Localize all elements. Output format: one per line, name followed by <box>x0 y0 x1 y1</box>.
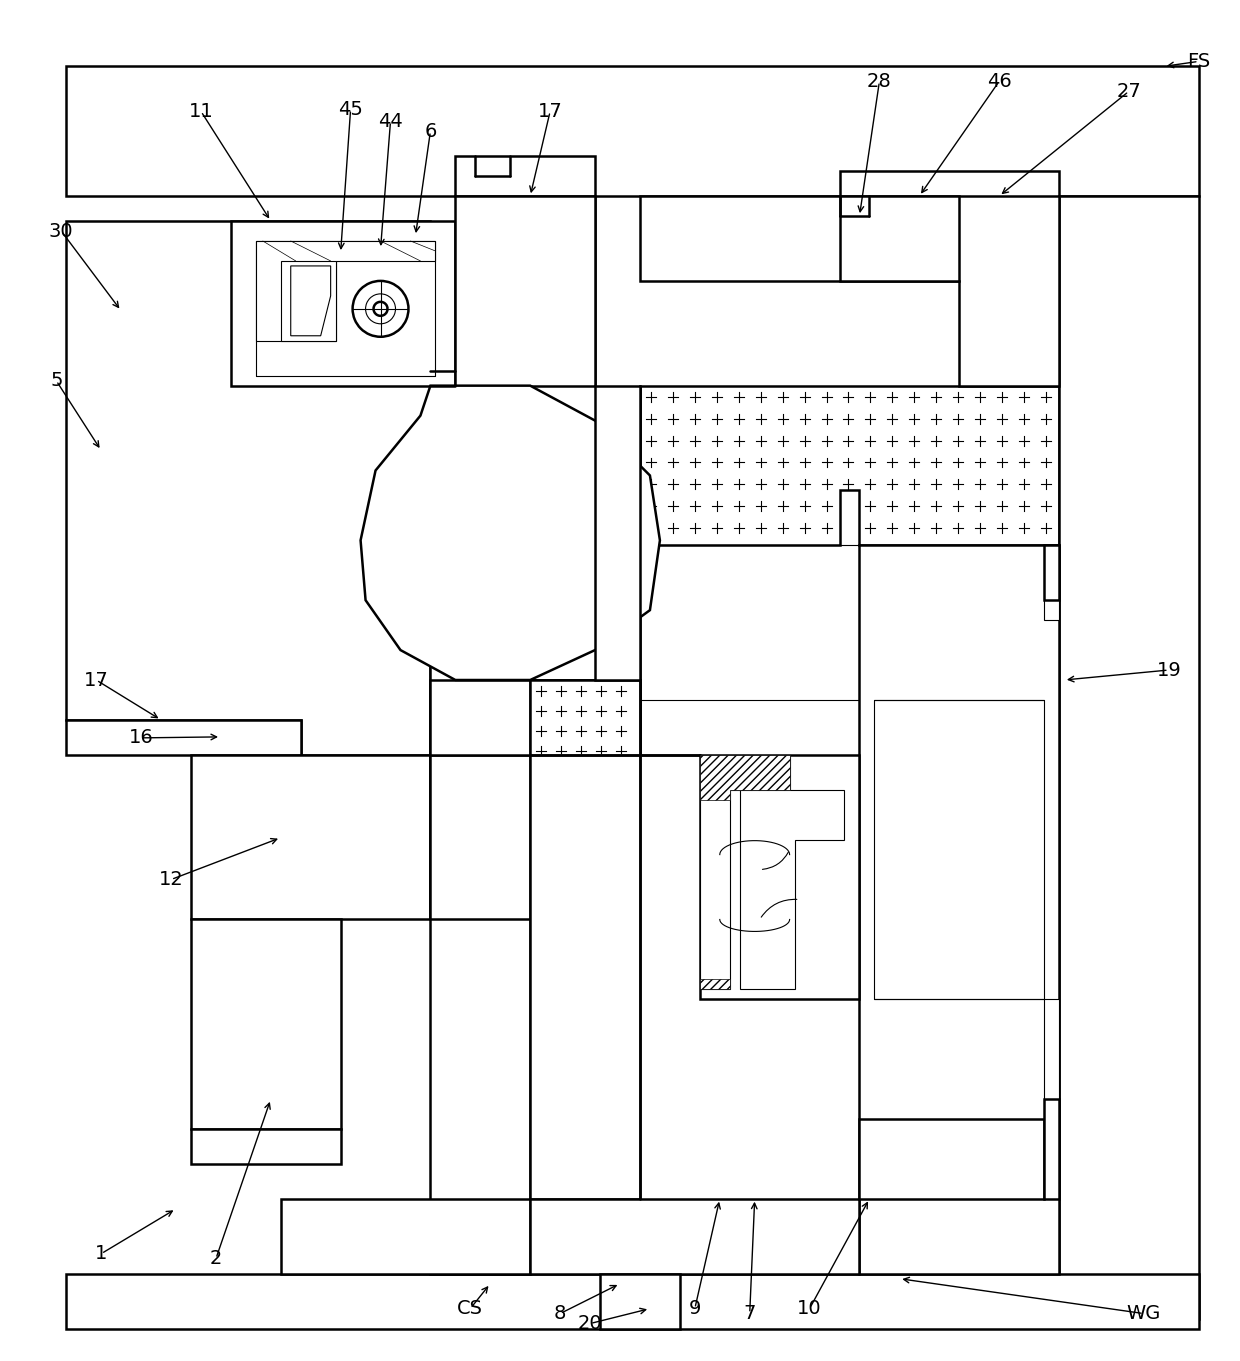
Polygon shape <box>699 755 790 989</box>
Text: WG: WG <box>1127 1304 1161 1323</box>
Polygon shape <box>191 755 430 920</box>
Polygon shape <box>290 265 331 336</box>
Polygon shape <box>839 196 960 280</box>
Polygon shape <box>1059 196 1199 1319</box>
Text: 17: 17 <box>84 671 109 690</box>
Text: 30: 30 <box>48 222 73 241</box>
Polygon shape <box>595 385 640 680</box>
Polygon shape <box>1044 546 1059 621</box>
Text: 8: 8 <box>554 1304 567 1323</box>
Polygon shape <box>361 385 660 680</box>
Polygon shape <box>699 980 730 989</box>
Text: CS: CS <box>458 1300 484 1317</box>
Polygon shape <box>191 920 341 1130</box>
Text: 12: 12 <box>159 870 184 889</box>
Polygon shape <box>231 220 455 385</box>
Text: 6: 6 <box>424 121 436 140</box>
Polygon shape <box>430 370 531 1274</box>
Polygon shape <box>455 196 595 385</box>
Text: 5: 5 <box>50 372 62 391</box>
Polygon shape <box>600 1274 680 1328</box>
Polygon shape <box>66 1274 1199 1328</box>
Polygon shape <box>1044 546 1059 600</box>
Polygon shape <box>859 546 1059 1274</box>
Polygon shape <box>191 755 430 920</box>
Text: 19: 19 <box>1157 660 1182 679</box>
Polygon shape <box>640 196 1059 385</box>
Polygon shape <box>1044 1100 1059 1199</box>
Polygon shape <box>531 1199 859 1274</box>
Polygon shape <box>430 755 531 920</box>
Polygon shape <box>430 680 531 755</box>
Text: 27: 27 <box>1116 82 1141 101</box>
Text: FS: FS <box>1187 52 1210 71</box>
Polygon shape <box>531 680 640 755</box>
Polygon shape <box>740 789 844 989</box>
Polygon shape <box>531 680 640 1199</box>
Polygon shape <box>839 196 960 280</box>
Polygon shape <box>430 370 531 1274</box>
Polygon shape <box>859 546 1059 1274</box>
Polygon shape <box>191 920 341 1130</box>
Text: 46: 46 <box>987 72 1012 91</box>
Polygon shape <box>455 157 595 196</box>
Text: 10: 10 <box>797 1300 822 1317</box>
Polygon shape <box>191 1130 341 1164</box>
Polygon shape <box>280 1199 531 1274</box>
Polygon shape <box>66 220 430 755</box>
Polygon shape <box>531 1199 859 1274</box>
Text: 11: 11 <box>188 102 213 121</box>
Polygon shape <box>699 755 790 800</box>
Polygon shape <box>66 220 430 755</box>
Text: 1: 1 <box>95 1244 108 1263</box>
Polygon shape <box>66 720 301 755</box>
Text: 20: 20 <box>578 1315 603 1332</box>
Polygon shape <box>66 720 301 755</box>
Polygon shape <box>66 1274 1199 1328</box>
Polygon shape <box>361 385 660 680</box>
Polygon shape <box>231 220 455 385</box>
Polygon shape <box>430 755 531 920</box>
Polygon shape <box>699 755 859 999</box>
Polygon shape <box>280 1199 531 1274</box>
Text: 28: 28 <box>867 72 892 91</box>
Polygon shape <box>280 261 336 340</box>
Polygon shape <box>600 1274 680 1328</box>
Polygon shape <box>430 680 531 755</box>
Polygon shape <box>1044 546 1059 600</box>
Polygon shape <box>531 680 640 1199</box>
Polygon shape <box>1059 196 1199 1319</box>
Polygon shape <box>699 755 859 999</box>
Polygon shape <box>255 241 435 340</box>
Text: 9: 9 <box>688 1300 701 1317</box>
Text: 7: 7 <box>744 1304 756 1323</box>
Text: 44: 44 <box>378 112 403 131</box>
Text: 2: 2 <box>210 1249 222 1268</box>
Polygon shape <box>714 770 844 989</box>
Text: 45: 45 <box>339 99 363 118</box>
Polygon shape <box>455 196 595 385</box>
Text: 17: 17 <box>538 102 563 121</box>
Polygon shape <box>874 700 1044 999</box>
Polygon shape <box>640 196 1059 385</box>
Polygon shape <box>640 385 1059 546</box>
Polygon shape <box>1044 999 1059 1119</box>
Polygon shape <box>66 67 1199 196</box>
Polygon shape <box>455 157 595 196</box>
Polygon shape <box>255 241 435 376</box>
Text: 16: 16 <box>129 728 154 747</box>
Polygon shape <box>859 1119 1044 1199</box>
Polygon shape <box>859 1119 1044 1199</box>
Polygon shape <box>66 67 1199 196</box>
Polygon shape <box>531 680 640 755</box>
Polygon shape <box>1044 1100 1059 1199</box>
Polygon shape <box>595 385 640 680</box>
